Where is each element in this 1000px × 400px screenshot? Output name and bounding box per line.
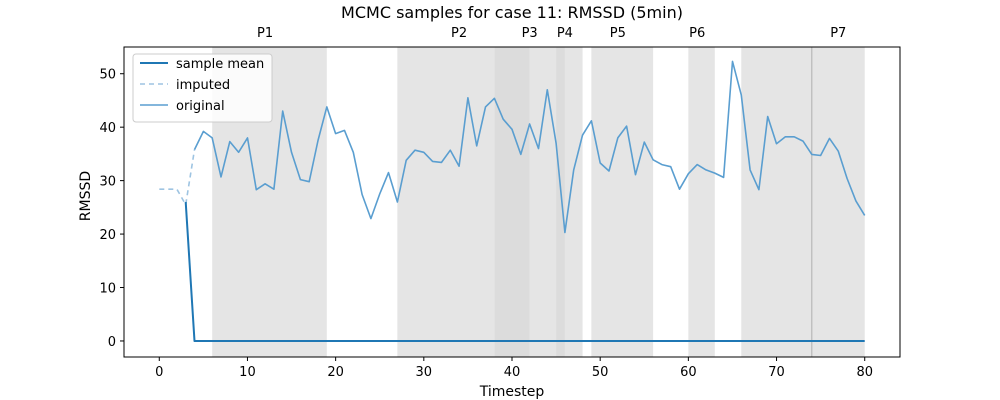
phase-label: P3 [522,26,538,41]
y-tick-label: 50 [99,68,116,83]
phase-band [494,47,530,357]
legend-label: imputed [176,78,230,93]
series-lines [159,60,866,342]
phase-label: P1 [257,26,273,41]
x-tick-label: 40 [504,365,521,380]
x-tick-label: 60 [680,365,697,380]
x-tick-label: 30 [416,365,433,380]
x-tick-label: 20 [327,365,344,380]
phase-band [397,47,495,357]
phase-bands [212,47,865,357]
legend-label: sample mean [176,57,264,72]
phase-label: P4 [557,26,573,41]
x-axis: 0 10 20 30 40 50 60 70 80 [155,357,873,380]
phase-band [556,47,565,357]
phase-label: P2 [451,26,467,41]
y-tick-label: 0 [108,335,116,350]
y-tick-label: 40 [99,121,116,136]
y-tick-label: 20 [99,228,116,243]
chart-title: MCMC samples for case 11: RMSSD (5min) [341,3,683,22]
phase-band [741,47,865,357]
phase-label: P7 [830,26,846,41]
phase-band [591,47,654,357]
x-tick-label: 80 [856,365,873,380]
y-tick-label: 10 [99,282,116,297]
x-tick-label: 70 [768,365,785,380]
legend: sample mean imputed original [132,53,273,123]
legend-label: original [176,99,225,114]
series-line-original [193,60,866,234]
phase-band [564,47,583,357]
x-axis-label: Timestep [479,384,545,400]
series-line-imputed [159,149,196,206]
series-line-sample-mean [184,201,865,342]
x-tick-label: 0 [155,365,163,380]
x-tick-label: 50 [592,365,609,380]
phase-label: P5 [610,26,626,41]
phase-labels: P1 P2 P3 P4 P5 P6 P7 [257,26,846,41]
phase-band [529,47,557,357]
x-tick-label: 10 [239,365,256,380]
y-tick-label: 30 [99,175,116,190]
y-axis-label: RMSSD [78,171,94,221]
y-axis: 0 10 20 30 40 50 [99,68,124,350]
phase-label: P6 [689,26,705,41]
phase-band [688,47,715,357]
